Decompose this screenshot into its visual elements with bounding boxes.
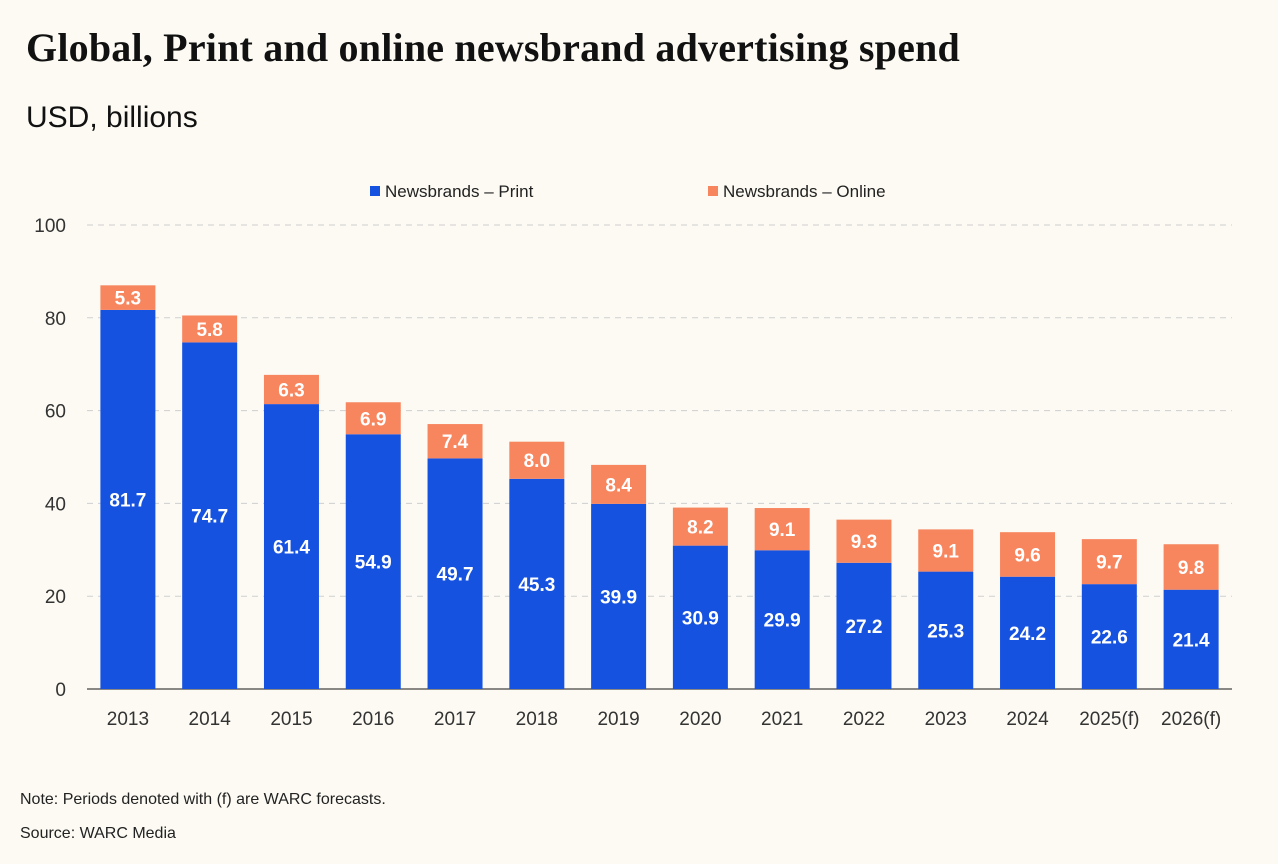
bar-online <box>754 508 810 551</box>
bar-label-online: 9.3 <box>851 532 877 553</box>
bar-label-print: 29.9 <box>764 611 801 632</box>
x-tick-label: 2018 <box>516 709 558 730</box>
y-tick-label: 60 <box>45 402 66 423</box>
x-tick-label: 2022 <box>843 709 885 730</box>
bar-print <box>836 562 892 689</box>
bar-label-print: 24.2 <box>1009 624 1046 645</box>
stacked-bar-chart: 0 20 40 60 80 100 81.7 5.3 74.7 5.8 61.4 6.3 54.9 6.… <box>34 182 1232 730</box>
bar-online <box>427 424 483 459</box>
bar-label-print: 54.9 <box>355 553 392 574</box>
bar-print <box>1000 576 1056 689</box>
bar-label-print: 61.4 <box>273 538 310 559</box>
bar-label-print: 81.7 <box>109 490 146 511</box>
bar-online <box>672 507 728 546</box>
bar-online <box>182 315 238 343</box>
x-tick-label: 2019 <box>597 709 639 730</box>
x-tick-label: 2014 <box>189 709 232 730</box>
bar-online <box>263 374 319 405</box>
footnote-source: Source: WARC Media <box>20 825 176 842</box>
bar-label-print: 45.3 <box>518 575 555 596</box>
gridlines <box>87 224 1232 690</box>
x-tick-label: 2017 <box>434 709 476 730</box>
bar-label-online: 9.8 <box>1178 558 1204 579</box>
footnote-note: Note: Periods denoted with (f) are WARC … <box>20 791 386 808</box>
bar-print <box>754 550 810 689</box>
x-tick-label: 2023 <box>925 709 967 730</box>
x-tick-label: 2025(f) <box>1079 709 1139 730</box>
bar-label-print: 74.7 <box>191 507 228 528</box>
bar-online <box>100 285 156 310</box>
bar-label-print: 49.7 <box>437 565 474 586</box>
legend-swatch-online <box>708 186 718 196</box>
bar-print <box>1081 584 1137 689</box>
bar-print <box>427 458 483 689</box>
bar-print <box>918 571 974 689</box>
bar-label-print: 30.9 <box>682 608 719 629</box>
bar-label-online: 9.6 <box>1014 545 1040 566</box>
x-tick-label: 2026(f) <box>1161 709 1221 730</box>
y-tick-label: 20 <box>45 587 66 608</box>
bar-label-online: 9.1 <box>933 541 960 562</box>
legend-label-print: Newsbrands – Print <box>385 182 534 201</box>
y-tick-label: 40 <box>45 494 66 515</box>
legend-label-online: Newsbrands – Online <box>723 182 886 201</box>
bar-print <box>100 309 156 689</box>
y-tick-label: 100 <box>34 216 66 237</box>
bar-label-print: 25.3 <box>927 621 964 642</box>
bar-label-print: 21.4 <box>1173 630 1210 651</box>
legend-swatch-print <box>370 186 380 196</box>
bar-label-print: 22.6 <box>1091 628 1128 649</box>
bar-online <box>1081 539 1137 585</box>
bar-online <box>591 464 647 504</box>
x-tick-label: 2020 <box>679 709 721 730</box>
bar-online <box>345 402 401 435</box>
bars: 81.7 5.3 74.7 5.8 61.4 6.3 54.9 6.9 49.7 7.4 45.3 8… <box>100 285 1219 689</box>
x-tick-label: 2015 <box>270 709 312 730</box>
bar-print <box>263 404 319 689</box>
bar-print <box>509 478 565 689</box>
y-axis-ticks: 0 20 40 60 80 100 <box>34 216 66 701</box>
bar-label-online: 7.4 <box>442 432 469 453</box>
x-tick-label: 2016 <box>352 709 394 730</box>
bar-print <box>672 545 728 689</box>
bar-print <box>182 342 238 689</box>
bar-label-online: 6.3 <box>278 380 304 401</box>
bar-print <box>1163 589 1219 689</box>
bar-label-online: 8.2 <box>687 518 713 539</box>
bar-label-online: 6.9 <box>360 409 386 430</box>
bar-label-online: 9.7 <box>1096 553 1122 574</box>
bar-label-online: 8.4 <box>605 475 632 496</box>
chart-title: Global, Print and online newsbrand adver… <box>26 25 960 70</box>
bar-label-print: 27.2 <box>845 617 882 638</box>
bar-print <box>591 503 647 689</box>
bar-label-online: 9.1 <box>769 520 796 541</box>
bar-online <box>918 529 974 572</box>
bar-label-online: 8.0 <box>524 451 550 472</box>
chart-subtitle: USD, billions <box>26 101 198 134</box>
x-tick-label: 2021 <box>761 709 803 730</box>
y-tick-label: 80 <box>45 309 66 330</box>
bar-online <box>1163 544 1219 590</box>
x-tick-label: 2013 <box>107 709 149 730</box>
y-tick-label: 0 <box>55 680 66 701</box>
bar-label-print: 39.9 <box>600 587 637 608</box>
bar-online <box>509 441 565 479</box>
bar-online <box>1000 532 1056 577</box>
x-axis-ticks: 2013 2014 2015 2016 2017 2018 2019 2020 2021 2022… <box>107 709 1221 730</box>
bar-online <box>836 519 892 563</box>
bar-label-online: 5.3 <box>115 289 141 310</box>
x-tick-label: 2024 <box>1006 709 1049 730</box>
legend: Newsbrands – Print Newsbrands – Online <box>370 182 886 201</box>
bar-label-online: 5.8 <box>196 320 222 341</box>
bar-print <box>345 434 401 689</box>
